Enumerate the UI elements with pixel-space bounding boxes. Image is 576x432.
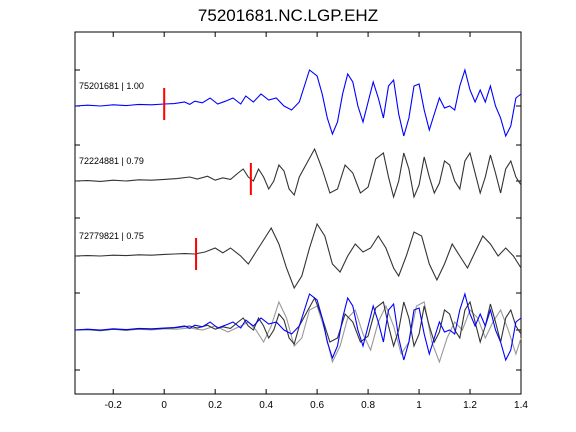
plot-frame: [74, 31, 522, 395]
x-tick-label: 0.2: [208, 400, 222, 411]
trace-line: [74, 222, 522, 290]
x-tick-label: 0.4: [259, 400, 273, 411]
x-tick-label: 1.2: [463, 400, 477, 411]
x-tick-label: 1.4: [514, 400, 528, 411]
pick-markers: [163, 88, 252, 270]
chart-title: 75201681.NC.LGP.EHZ: [197, 6, 379, 25]
trace-line: [74, 68, 522, 138]
trace-label: 72779821 | 0.75: [79, 231, 144, 241]
trace-label: 75201681 | 1.00: [79, 81, 144, 91]
x-tick-label: -0.2: [105, 400, 123, 411]
x-tick-label: 0: [161, 400, 167, 411]
x-tick-label: 1: [416, 400, 422, 411]
trace-line: [74, 147, 522, 199]
trace-labels: 75201681 | 1.00 72224881 | 0.79 72779821 |…: [79, 81, 144, 241]
x-tick-label: 0.6: [310, 400, 324, 411]
overlay-trace-line: [74, 292, 522, 362]
x-tick-label: 0.8: [361, 400, 375, 411]
traces: [74, 68, 522, 364]
overlay-trace-line: [74, 300, 522, 364]
trace-label: 72224881 | 0.79: [79, 156, 144, 166]
x-tick-labels: -0.2 0 0.2 0.4 0.6 0.8 1 1.2 1.4: [105, 400, 529, 411]
